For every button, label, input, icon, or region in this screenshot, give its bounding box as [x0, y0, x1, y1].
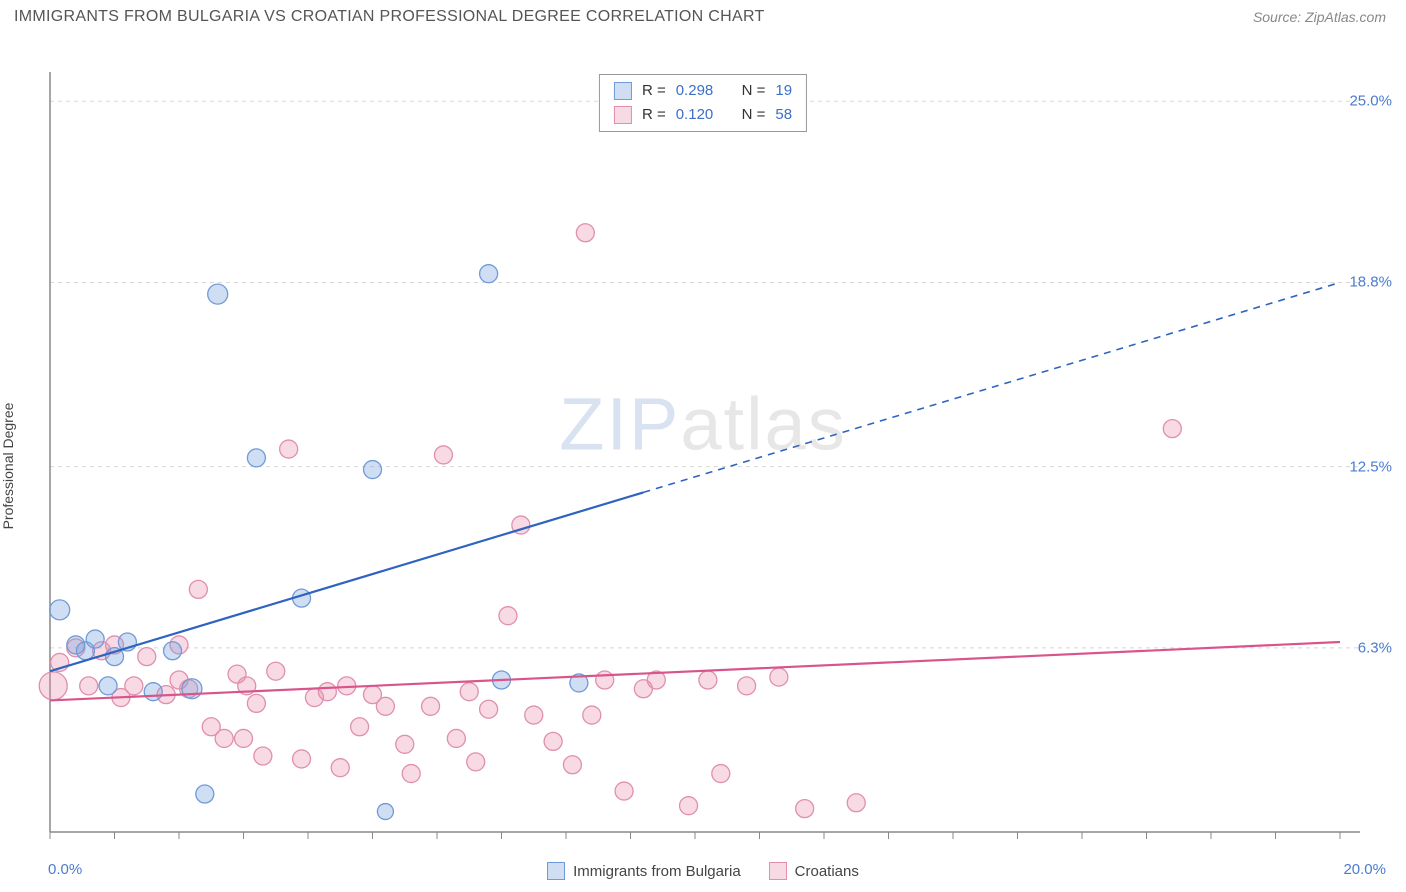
legend-item-bulgaria: Immigrants from Bulgaria [547, 862, 741, 880]
legend-row-croatians: R = 0.120 N = 58 [614, 103, 792, 127]
chart-source: Source: ZipAtlas.com [1253, 9, 1386, 25]
y-tick-label: 6.3% [1358, 639, 1392, 656]
correlation-legend: R = 0.298 N = 19 R = 0.120 N = 58 [599, 74, 807, 132]
y-tick-label: 25.0% [1349, 93, 1392, 110]
y-tick-label: 18.8% [1349, 274, 1392, 291]
legend-item-croatians: Croatians [769, 862, 859, 880]
y-tick-label: 12.5% [1349, 458, 1392, 475]
swatch-croatians [614, 106, 632, 124]
series-legend: Immigrants from Bulgaria Croatians [0, 862, 1406, 880]
y-axis-label: Professional Degree [0, 403, 16, 530]
swatch-croatians-icon [769, 862, 787, 880]
scatter-chart [0, 32, 1406, 862]
chart-area: Professional Degree ZIPatlas R = 0.298 N… [0, 32, 1406, 884]
swatch-bulgaria-icon [547, 862, 565, 880]
swatch-bulgaria [614, 82, 632, 100]
chart-header: IMMIGRANTS FROM BULGARIA VS CROATIAN PRO… [0, 0, 1406, 32]
chart-title: IMMIGRANTS FROM BULGARIA VS CROATIAN PRO… [14, 8, 765, 26]
legend-row-bulgaria: R = 0.298 N = 19 [614, 79, 792, 103]
